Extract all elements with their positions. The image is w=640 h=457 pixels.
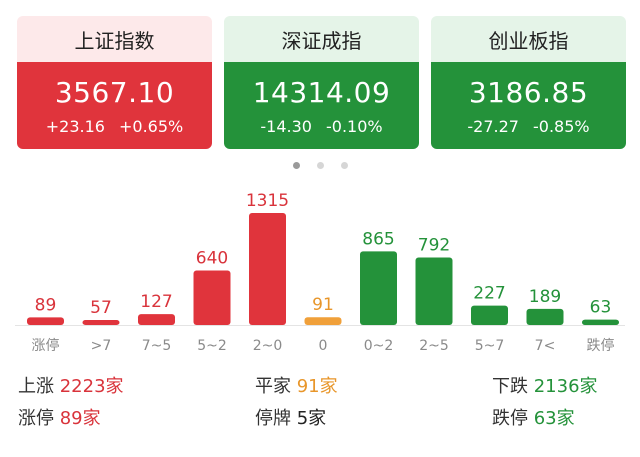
category-label: 跌停 bbox=[587, 337, 615, 354]
bar-value-label: 63 bbox=[590, 298, 612, 318]
category-label: 2~5 bbox=[419, 338, 449, 354]
bar-8 bbox=[471, 305, 508, 325]
index-name: 深证成指 bbox=[224, 16, 419, 62]
category-label: 涨停 bbox=[32, 337, 60, 354]
stat-value: 5家 bbox=[296, 408, 327, 429]
carousel-pagination bbox=[0, 162, 640, 170]
bar-value-label: 127 bbox=[140, 292, 172, 312]
stat-limit-up: 涨停 89家 bbox=[18, 404, 101, 430]
index-value: 14314.09 bbox=[252, 76, 391, 109]
bar-value-label: 1315 bbox=[246, 191, 289, 211]
index-change-pct: +0.65% bbox=[118, 117, 184, 136]
category-label: 5~7 bbox=[475, 338, 505, 354]
category-label: 7< bbox=[535, 338, 556, 354]
stat-value: 63家 bbox=[533, 408, 575, 429]
index-value: 3186.85 bbox=[468, 76, 589, 109]
bar-3 bbox=[193, 270, 231, 325]
stat-label: 停牌 bbox=[255, 408, 291, 429]
index-card-shanghai[interactable]: 上证指数 3567.10 +23.16 +0.65% bbox=[17, 16, 212, 149]
stat-value: 91家 bbox=[296, 376, 338, 397]
bar-value-label: 91 bbox=[312, 295, 334, 315]
stat-fall: 下跌 2136家 bbox=[492, 372, 598, 398]
stat-label: 上涨 bbox=[18, 376, 54, 397]
stat-value: 89家 bbox=[59, 408, 101, 429]
bar-value-label: 640 bbox=[196, 248, 228, 268]
bar-value-label: 865 bbox=[362, 229, 394, 249]
stat-flat: 平家 91家 bbox=[255, 372, 338, 398]
price-change-distribution-chart: 89 涨停 57 >7 127 7~5 640 5~2 1315 2~0 91 0 865 0~2 792 2… bbox=[15, 191, 625, 354]
stat-limit-down: 跌停 63家 bbox=[492, 404, 575, 430]
stat-value: 2223家 bbox=[59, 376, 124, 397]
bar-2 bbox=[138, 314, 175, 325]
page-dot[interactable] bbox=[317, 162, 324, 169]
index-name: 上证指数 bbox=[17, 16, 212, 62]
stat-label: 跌停 bbox=[492, 408, 528, 429]
market-stats: 上涨 2223家 平家 91家 下跌 2136家 涨停 89家 停牌 5家 跌停… bbox=[0, 368, 640, 438]
index-name: 创业板指 bbox=[431, 16, 626, 62]
index-value: 3567.10 bbox=[54, 76, 175, 109]
bar-0 bbox=[27, 317, 64, 325]
index-change: +23.16 bbox=[45, 117, 105, 136]
category-label: 5~2 bbox=[197, 338, 227, 354]
category-label: 2~0 bbox=[253, 338, 283, 354]
category-label: 7~5 bbox=[142, 338, 172, 354]
page-dot-active[interactable] bbox=[293, 162, 300, 169]
bar-value-label: 227 bbox=[473, 284, 505, 304]
bar-4 bbox=[249, 213, 286, 325]
index-change-pct: -0.10% bbox=[325, 117, 383, 136]
stat-label: 涨停 bbox=[18, 408, 54, 429]
bar-1 bbox=[82, 320, 120, 325]
index-change: -14.30 bbox=[260, 117, 312, 136]
page-dot[interactable] bbox=[341, 162, 348, 169]
bar-7 bbox=[415, 257, 453, 325]
bar-10 bbox=[582, 319, 619, 325]
bar-6 bbox=[360, 251, 397, 325]
category-label: 0 bbox=[319, 338, 328, 354]
bar-value-label: 57 bbox=[90, 298, 112, 318]
stat-value: 2136家 bbox=[533, 376, 598, 397]
bar-9 bbox=[526, 308, 564, 325]
index-change: -27.27 bbox=[467, 117, 519, 136]
bar-value-label: 89 bbox=[35, 295, 57, 315]
category-label: >7 bbox=[91, 338, 112, 354]
bar-5 bbox=[304, 317, 342, 325]
stat-suspended: 停牌 5家 bbox=[255, 404, 326, 430]
index-card-shenzhen[interactable]: 深证成指 14314.09 -14.30 -0.10% bbox=[224, 16, 419, 149]
index-change-pct: -0.85% bbox=[532, 117, 590, 136]
bar-value-label: 792 bbox=[418, 236, 450, 256]
index-card-chinext[interactable]: 创业板指 3186.85 -27.27 -0.85% bbox=[431, 16, 626, 149]
bar-value-label: 189 bbox=[529, 287, 561, 307]
stat-label: 平家 bbox=[255, 376, 291, 397]
stat-label: 下跌 bbox=[492, 376, 528, 397]
category-label: 0~2 bbox=[364, 338, 394, 354]
stat-rise: 上涨 2223家 bbox=[18, 372, 124, 398]
